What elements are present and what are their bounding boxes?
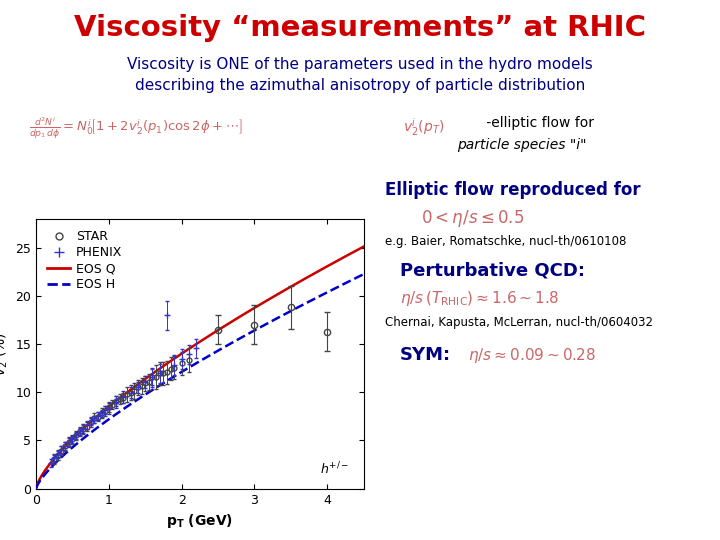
Text: $0 < \eta/s \leq 0.5$: $0 < \eta/s \leq 0.5$ xyxy=(421,208,524,229)
Text: describing the azimuthal anisotropy of particle distribution: describing the azimuthal anisotropy of p… xyxy=(135,78,585,93)
Text: Viscosity “measurements” at RHIC: Viscosity “measurements” at RHIC xyxy=(74,14,646,42)
Text: $\frac{d^2N^i}{dp_1\,d\phi} = N_0^i\!\left[1 + 2v_2^i(p_1)\cos 2\phi + \cdots\ri: $\frac{d^2N^i}{dp_1\,d\phi} = N_0^i\!\le… xyxy=(29,116,243,141)
X-axis label: $\mathbf{p_T}$ (GeV): $\mathbf{p_T}$ (GeV) xyxy=(166,512,233,530)
Text: $\eta/s \approx 0.09 \sim 0.28$: $\eta/s \approx 0.09 \sim 0.28$ xyxy=(468,346,596,365)
Text: $\eta/s\,(T_{\rm RHIC}) \approx 1.6 \sim 1.8$: $\eta/s\,(T_{\rm RHIC}) \approx 1.6 \sim… xyxy=(400,289,559,308)
Text: Perturbative QCD:: Perturbative QCD: xyxy=(400,262,585,280)
Y-axis label: $v_2$ (%): $v_2$ (%) xyxy=(0,332,9,376)
Text: e.g. Baier, Romatschke, nucl-th/0610108: e.g. Baier, Romatschke, nucl-th/0610108 xyxy=(385,235,626,248)
Text: $h^{+/-}$: $h^{+/-}$ xyxy=(320,461,349,477)
Text: -elliptic flow for: -elliptic flow for xyxy=(482,116,595,130)
Text: particle species "i": particle species "i" xyxy=(457,138,587,152)
Text: $v_2^i(p_T)$: $v_2^i(p_T)$ xyxy=(403,116,445,138)
Legend: STAR, PHENIX, EOS Q, EOS H: STAR, PHENIX, EOS Q, EOS H xyxy=(42,225,127,296)
Text: SYM:: SYM: xyxy=(400,346,451,363)
Text: Viscosity is ONE of the parameters used in the hydro models: Viscosity is ONE of the parameters used … xyxy=(127,57,593,72)
Text: Chernai, Kapusta, McLerran, nucl-th/0604032: Chernai, Kapusta, McLerran, nucl-th/0604… xyxy=(385,316,653,329)
Text: Elliptic flow reproduced for: Elliptic flow reproduced for xyxy=(385,181,641,199)
